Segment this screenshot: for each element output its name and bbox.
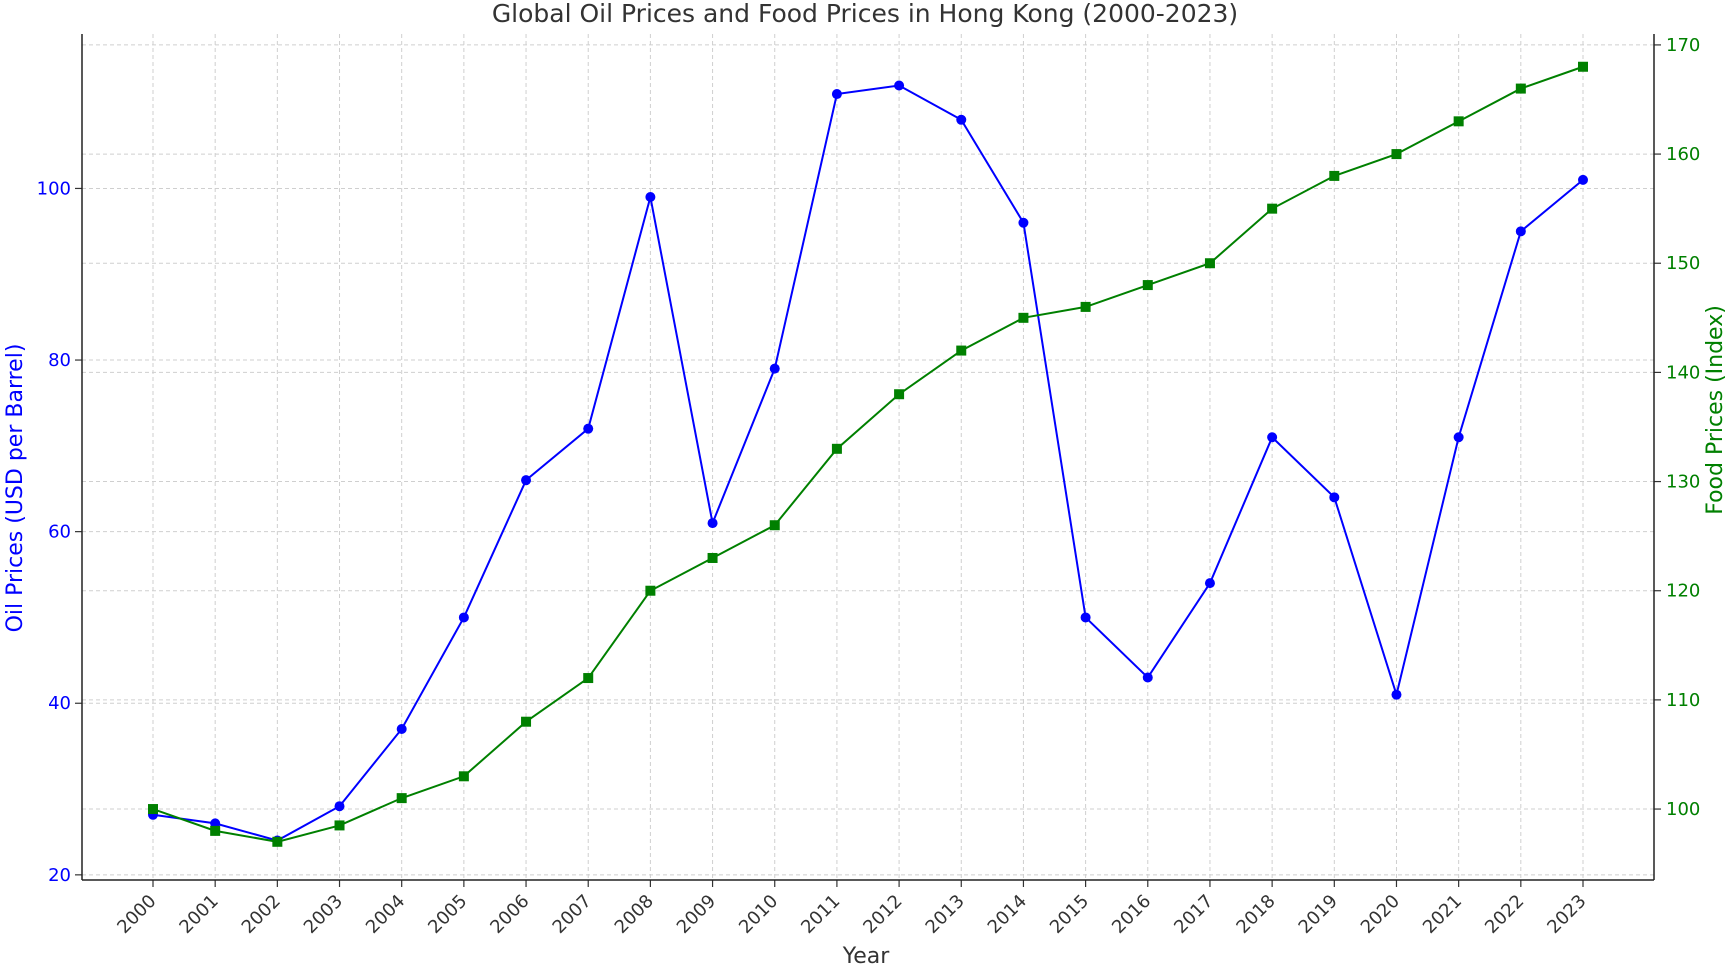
food-price-series-point [396,793,407,804]
y-right-tick-label: 140 [1666,362,1700,383]
x-tick-label: 2017 [1170,891,1217,938]
oil-price-series-point [210,818,221,829]
x-tick-label: 2005 [424,891,471,938]
y-right-tick-label: 100 [1666,799,1700,820]
y-right-tick-label: 120 [1666,581,1700,602]
food-price-series-line [152,65,1584,843]
x-tick-label: 2020 [1357,891,1404,938]
series-layer [148,61,1588,847]
x-tick-label: 2019 [1295,891,1342,938]
oil-price-series [148,80,1588,846]
food-price-series-point [1267,203,1278,214]
x-tick-label: 2016 [1108,891,1155,938]
x-tick-label: 2003 [300,891,347,938]
food-price-series-point [1018,312,1029,323]
oil-price-series-point [894,80,905,91]
oil-price-series-point [1018,217,1029,228]
food-price-series-point [272,836,283,847]
food-price-series-point [956,345,967,356]
x-tick-label: 2012 [859,891,906,938]
x-tick-label: 2013 [922,891,969,938]
x-tick-label: 2011 [797,891,844,938]
oil-price-series-point [1515,226,1526,237]
y-right-tick-label: 160 [1666,144,1700,165]
oil-price-series-point [1142,672,1153,683]
y-left-tick-label: 40 [48,693,71,714]
food-price-series-point [1578,61,1588,72]
x-tick-label: 2007 [549,891,596,938]
x-tick-label: 2008 [611,891,658,938]
oil-price-series-point [583,423,594,434]
y-right-tick-label: 150 [1666,253,1700,274]
x-tick-label: 2002 [238,891,285,938]
food-price-series-point [769,520,780,531]
x-tick-label: 2022 [1481,891,1528,938]
y-left-tick-label: 20 [48,865,71,886]
oil-price-series-point [831,89,842,100]
food-price-series-point [148,804,158,815]
oil-price-series-point [956,114,967,125]
y-right-tick-label: 130 [1666,472,1700,493]
food-price-series-point [1329,170,1340,181]
food-price-series [148,61,1588,847]
y-left-tick-label: 100 [37,178,71,199]
oil-price-series-line [152,84,1584,842]
oil-price-series-point [1453,432,1464,443]
axes-layer: 2000 2001 2002 2003 2004 2005 2006 2007 2008 2009… [37,34,1700,938]
x-tick-label: 2021 [1419,891,1466,938]
x-tick-label: 2018 [1232,891,1279,938]
food-price-series-point [1391,149,1402,160]
chart-title: Global Oil Prices and Food Prices in Hon… [492,0,1238,28]
x-tick-label: 2015 [1046,891,1093,938]
y-right-tick-label: 170 [1666,35,1700,56]
food-price-series-point [894,389,905,400]
x-tick-label: 2001 [175,891,222,938]
x-tick-label: 2023 [1543,891,1590,938]
food-price-series-point [1453,116,1464,127]
oil-price-series-point [1267,432,1278,443]
oil-price-series-point [1080,612,1091,623]
food-price-series-point [707,552,718,563]
x-tick-label: 2004 [362,891,409,938]
x-tick-label: 2006 [486,891,533,938]
food-price-series-point [583,673,594,684]
food-price-series-point [210,825,221,836]
oil-price-series-point [1329,492,1340,503]
y-left-tick-label: 80 [48,350,71,371]
food-price-series-point [831,443,842,454]
food-price-series-point [458,771,469,782]
food-price-series-point [1515,83,1526,94]
y-left-tick-label: 60 [48,522,71,543]
oil-price-series-point [1204,578,1215,589]
x-axis-label: Year [842,944,891,969]
y-axis-left-label: Oil Prices (USD per Barrel) [3,344,28,633]
oil-price-series-point [458,612,469,623]
food-price-series-point [1142,280,1153,291]
y-right-tick-label: 110 [1666,690,1700,711]
oil-price-series-point [334,801,345,812]
oil-price-series-point [707,518,718,529]
food-price-series-point [1080,301,1091,312]
grid-layer [82,34,1654,880]
x-tick-label: 2009 [673,891,720,938]
food-price-series-point [334,820,345,831]
oil-price-series-point [769,363,780,374]
oil-price-series-point [1391,689,1402,700]
food-price-series-point [1204,258,1215,269]
food-price-series-point [645,585,656,596]
food-price-series-point [521,716,532,727]
oil-price-series-point [396,723,407,734]
oil-price-series-point [521,475,532,486]
oil-price-series-point [1578,174,1588,185]
x-tick-label: 2010 [735,891,782,938]
x-tick-label: 2000 [113,891,160,938]
y-axis-right-label: Food Prices (Index) [1703,305,1728,515]
oil-price-series-point [645,192,656,203]
x-tick-label: 2014 [984,891,1031,938]
